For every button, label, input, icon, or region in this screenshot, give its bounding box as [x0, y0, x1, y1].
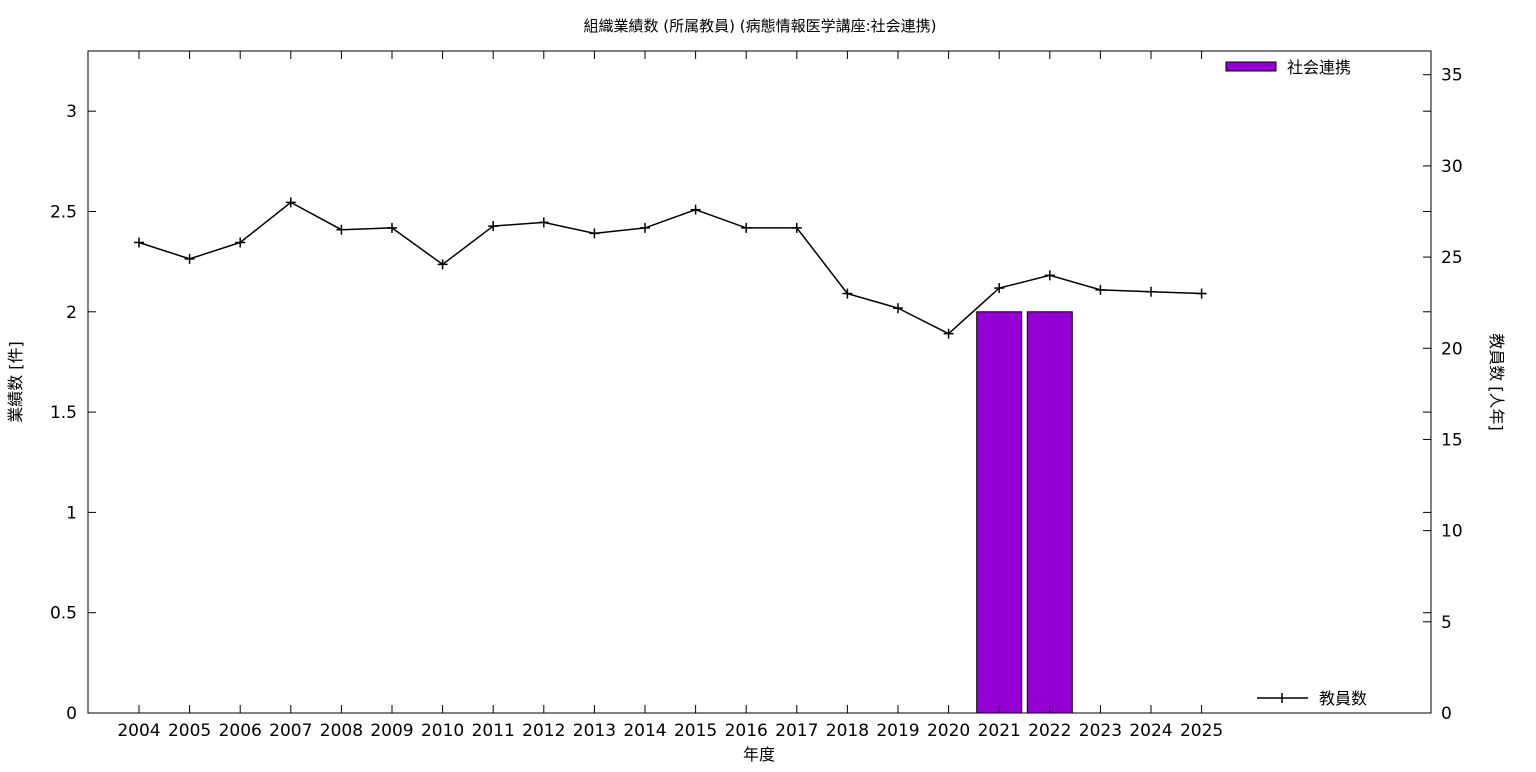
y-tick-label: 0.5	[50, 604, 77, 624]
teacher-count-point-2014	[640, 222, 650, 233]
teacher-count-point-2024	[1146, 286, 1156, 297]
x-tick-label: 2020	[927, 721, 970, 741]
y2-tick-label: 35	[1441, 66, 1463, 86]
y-tick-label: 2	[66, 303, 77, 323]
x-tick-label: 2014	[623, 721, 666, 741]
y-tick-label: 1.5	[50, 403, 77, 423]
teacher-count-point-2017	[791, 222, 802, 233]
teacher-count-point-2008	[336, 224, 347, 235]
teacher-count-point-2018	[842, 288, 853, 299]
teacher-count-point-2013	[589, 228, 600, 239]
x-tick-label: 2006	[219, 721, 262, 741]
y2-tick-label: 0	[1441, 704, 1452, 724]
x-tick-label: 2019	[876, 721, 919, 741]
teacher-count-point-2015	[690, 204, 701, 215]
x-tick-label: 2018	[826, 721, 869, 741]
y-tick-label: 0	[66, 704, 77, 724]
x-tick-label: 2009	[370, 721, 413, 741]
teacher-count-point-2016	[741, 222, 752, 233]
y-axis-label: 業績数 [件]	[6, 341, 25, 423]
teacher-count-point-2010	[437, 259, 448, 270]
x-tick-label: 2022	[1028, 721, 1071, 741]
teacher-count-point-2004	[134, 237, 144, 248]
x-tick-label: 2005	[168, 721, 211, 741]
teacher-count-point-2025	[1196, 288, 1207, 299]
teacher-count-line	[138, 201, 1202, 335]
x-tick-label: 2013	[573, 721, 616, 741]
legend-bar-swatch	[1225, 61, 1277, 72]
teacher-count-point-2011	[488, 221, 499, 232]
chart-title: 組織業績数 (所属教員) (病態情報医学講座:社会連携)	[583, 17, 936, 35]
teacher-count-point-2012	[538, 217, 549, 228]
teacher-count-point-2005	[184, 253, 195, 264]
teacher-count-point-2019	[893, 303, 903, 314]
x-tick-label: 2007	[269, 721, 312, 741]
y-tick-label: 1	[66, 503, 77, 523]
bar-2022	[1026, 311, 1073, 714]
x-tick-label: 2015	[674, 721, 717, 741]
y-tick-label: 2.5	[50, 202, 77, 222]
teacher-count-point-2020	[943, 328, 954, 339]
y2-tick-label: 10	[1441, 522, 1463, 542]
y2-tick-label: 30	[1441, 157, 1463, 177]
x-tick-label: 2012	[522, 721, 565, 741]
x-tick-label: 2010	[421, 721, 464, 741]
plot-frame	[87, 50, 1432, 714]
x-tick-label: 2016	[725, 721, 768, 741]
x-tick-label: 2023	[1079, 721, 1122, 741]
x-tick-label: 2017	[775, 721, 818, 741]
legend-line-label: 教員数	[1319, 689, 1367, 708]
y2-axis-label: 教員数 [人年]	[1487, 333, 1506, 431]
teacher-count-point-2021	[994, 283, 1005, 294]
teacher-count-point-2022	[1044, 270, 1055, 281]
x-axis-label: 年度	[743, 745, 775, 764]
y2-tick-label: 25	[1441, 248, 1463, 268]
y-tick-label: 3	[66, 102, 77, 122]
x-tick-label: 2011	[472, 721, 515, 741]
x-tick-label: 2021	[978, 721, 1021, 741]
y2-tick-label: 20	[1441, 339, 1463, 359]
x-tick-label: 2004	[117, 721, 160, 741]
teacher-count-point-2006	[235, 237, 246, 248]
y2-tick-label: 5	[1441, 613, 1452, 633]
y2-tick-label: 15	[1441, 430, 1463, 450]
x-tick-label: 2025	[1180, 721, 1223, 741]
teacher-count-point-2023	[1095, 284, 1106, 295]
bar-2021	[976, 311, 1023, 714]
legend-bar-label: 社会連携	[1287, 58, 1351, 77]
x-tick-label: 2008	[320, 721, 363, 741]
teacher-count-point-2007	[285, 197, 296, 208]
x-tick-label: 2024	[1129, 721, 1172, 741]
teacher-count-point-2009	[387, 222, 397, 233]
